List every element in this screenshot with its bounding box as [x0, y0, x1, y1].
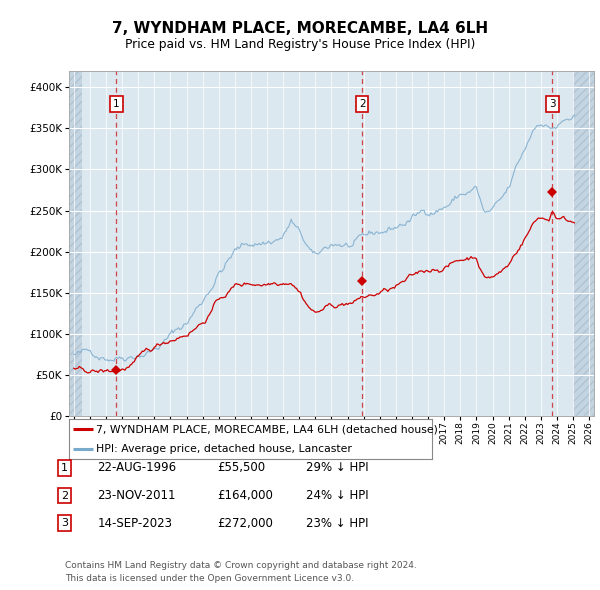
Text: 1: 1: [113, 99, 119, 109]
Bar: [573, 71, 594, 416]
Text: 1: 1: [61, 463, 68, 473]
Text: £55,500: £55,500: [217, 461, 265, 474]
Bar: [69, 71, 82, 416]
Text: 3: 3: [61, 519, 68, 528]
Text: 29% ↓ HPI: 29% ↓ HPI: [306, 461, 368, 474]
Text: Contains HM Land Registry data © Crown copyright and database right 2024.
This d: Contains HM Land Registry data © Crown c…: [65, 562, 416, 583]
Text: 22-AUG-1996: 22-AUG-1996: [97, 461, 176, 474]
Text: £164,000: £164,000: [217, 489, 273, 502]
Text: HPI: Average price, detached house, Lancaster: HPI: Average price, detached house, Lanc…: [96, 444, 352, 454]
Text: 7, WYNDHAM PLACE, MORECAMBE, LA4 6LH (detached house): 7, WYNDHAM PLACE, MORECAMBE, LA4 6LH (de…: [96, 424, 438, 434]
Text: 23% ↓ HPI: 23% ↓ HPI: [306, 517, 368, 530]
Bar: [573, 71, 594, 416]
Text: 3: 3: [549, 99, 556, 109]
Text: 24% ↓ HPI: 24% ↓ HPI: [306, 489, 368, 502]
Text: 7, WYNDHAM PLACE, MORECAMBE, LA4 6LH: 7, WYNDHAM PLACE, MORECAMBE, LA4 6LH: [112, 21, 488, 36]
Text: 2: 2: [61, 491, 68, 500]
Text: 14-SEP-2023: 14-SEP-2023: [97, 517, 172, 530]
Text: 2: 2: [359, 99, 365, 109]
Bar: [69, 71, 82, 416]
Text: £272,000: £272,000: [217, 517, 273, 530]
Text: Price paid vs. HM Land Registry's House Price Index (HPI): Price paid vs. HM Land Registry's House …: [125, 38, 475, 51]
Text: 23-NOV-2011: 23-NOV-2011: [97, 489, 176, 502]
